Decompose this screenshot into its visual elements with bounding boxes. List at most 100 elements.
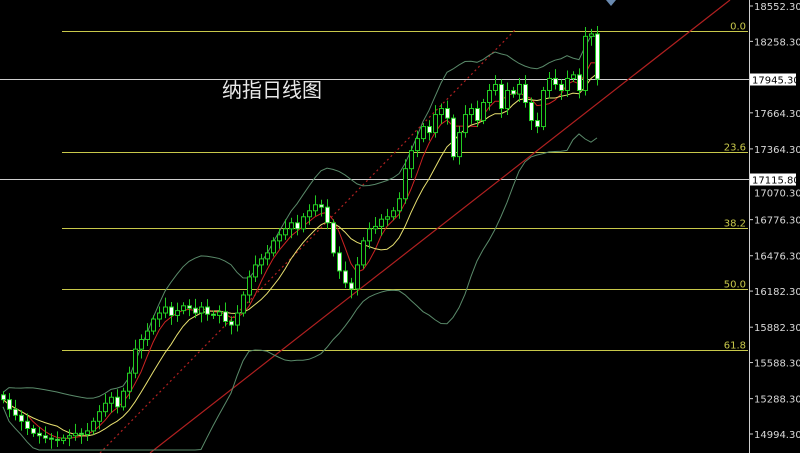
candle-body: [553, 77, 558, 85]
candle: [517, 77, 522, 103]
candle: [295, 214, 300, 236]
candle: [229, 316, 234, 335]
price-marker-box: [750, 73, 796, 86]
candle-body: [559, 83, 564, 91]
candle: [469, 103, 474, 124]
candle-body: [139, 338, 144, 350]
candle-body: [397, 198, 402, 212]
candle: [235, 305, 240, 332]
candle: [559, 79, 564, 100]
scroll-marker-icon: [606, 0, 616, 6]
candle: [19, 410, 24, 431]
bollinger-upper: [2, 35, 598, 399]
candle-body: [511, 89, 516, 95]
candle-body: [481, 102, 486, 122]
y-tick-label: 15588.30: [754, 359, 800, 370]
candle: [583, 26, 588, 96]
y-tick-label: 15882.30: [754, 323, 800, 334]
candle: [415, 130, 420, 158]
candle-body: [361, 240, 366, 266]
candle-body: [265, 252, 270, 260]
candle-body: [145, 330, 150, 340]
candle-body: [499, 83, 504, 110]
candle-body: [91, 420, 96, 432]
candle: [541, 86, 546, 131]
candle-body: [223, 311, 228, 322]
candle: [79, 428, 84, 444]
y-tick-label: 18258.30: [754, 37, 800, 48]
candle: [31, 424, 36, 437]
candle: [253, 255, 258, 282]
candle-body: [409, 150, 414, 170]
ma-fast-line: [2, 62, 598, 439]
candle: [439, 103, 444, 124]
candle-body: [589, 33, 594, 37]
candle: [595, 26, 600, 86]
chart-title: 纳指日线图: [222, 78, 322, 102]
candle-body: [97, 411, 102, 422]
candle-body: [415, 138, 420, 152]
candle: [247, 270, 252, 303]
candle-body: [37, 432, 42, 437]
candle: [589, 28, 594, 46]
candle-body: [595, 33, 600, 80]
candle-body: [115, 396, 120, 408]
candle: [571, 71, 576, 83]
candle-body: [355, 264, 360, 290]
candle-body: [457, 132, 462, 158]
candle-body: [295, 222, 300, 230]
candle-body: [49, 437, 54, 440]
candle-body: [565, 77, 570, 91]
candle: [151, 315, 156, 335]
candle: [349, 277, 354, 299]
candle: [163, 297, 168, 319]
candle: [355, 256, 360, 296]
candle-body: [31, 428, 36, 434]
candle-body: [259, 258, 264, 266]
candle-body: [529, 102, 534, 122]
candle-body: [517, 83, 522, 95]
y-tick-label: 16776.30: [754, 216, 800, 227]
candle-body: [535, 120, 540, 128]
candle-body: [343, 270, 348, 284]
candle: [535, 112, 540, 134]
candle: [463, 105, 468, 138]
price-marker-label: 17115.80: [752, 176, 800, 187]
candle-body: [523, 83, 528, 104]
candle-body: [13, 408, 18, 416]
candle: [157, 306, 162, 327]
bollinger-lower: [2, 133, 598, 451]
candle-body: [43, 435, 48, 439]
candle: [13, 399, 18, 421]
y-tick-label: 16182.30: [754, 287, 800, 298]
y-tick-label: 17070.30: [754, 189, 800, 200]
candle-body: [217, 311, 222, 316]
candle-body: [283, 228, 288, 236]
candle: [421, 122, 426, 143]
candle-body: [169, 306, 174, 316]
candle: [373, 217, 378, 234]
candle: [319, 199, 324, 217]
ma-slow-line: [2, 73, 598, 437]
candle: [133, 339, 138, 379]
candle-body: [469, 108, 474, 116]
y-tick-label: 17364.30: [754, 145, 800, 156]
candle: [397, 192, 402, 219]
candle: [511, 86, 516, 98]
candle-body: [583, 35, 588, 91]
candle: [409, 145, 414, 179]
candle-body: [337, 252, 342, 272]
candle-body: [313, 204, 318, 212]
candle: [277, 228, 282, 249]
candle: [181, 302, 186, 315]
candle-body: [439, 108, 444, 116]
candle-body: [241, 294, 246, 314]
candle: [73, 423, 78, 441]
candle: [271, 237, 276, 257]
candle-body: [385, 216, 390, 220]
candle-body: [79, 432, 84, 436]
candle: [307, 204, 312, 225]
candle: [391, 207, 396, 221]
candle-body: [349, 282, 354, 290]
